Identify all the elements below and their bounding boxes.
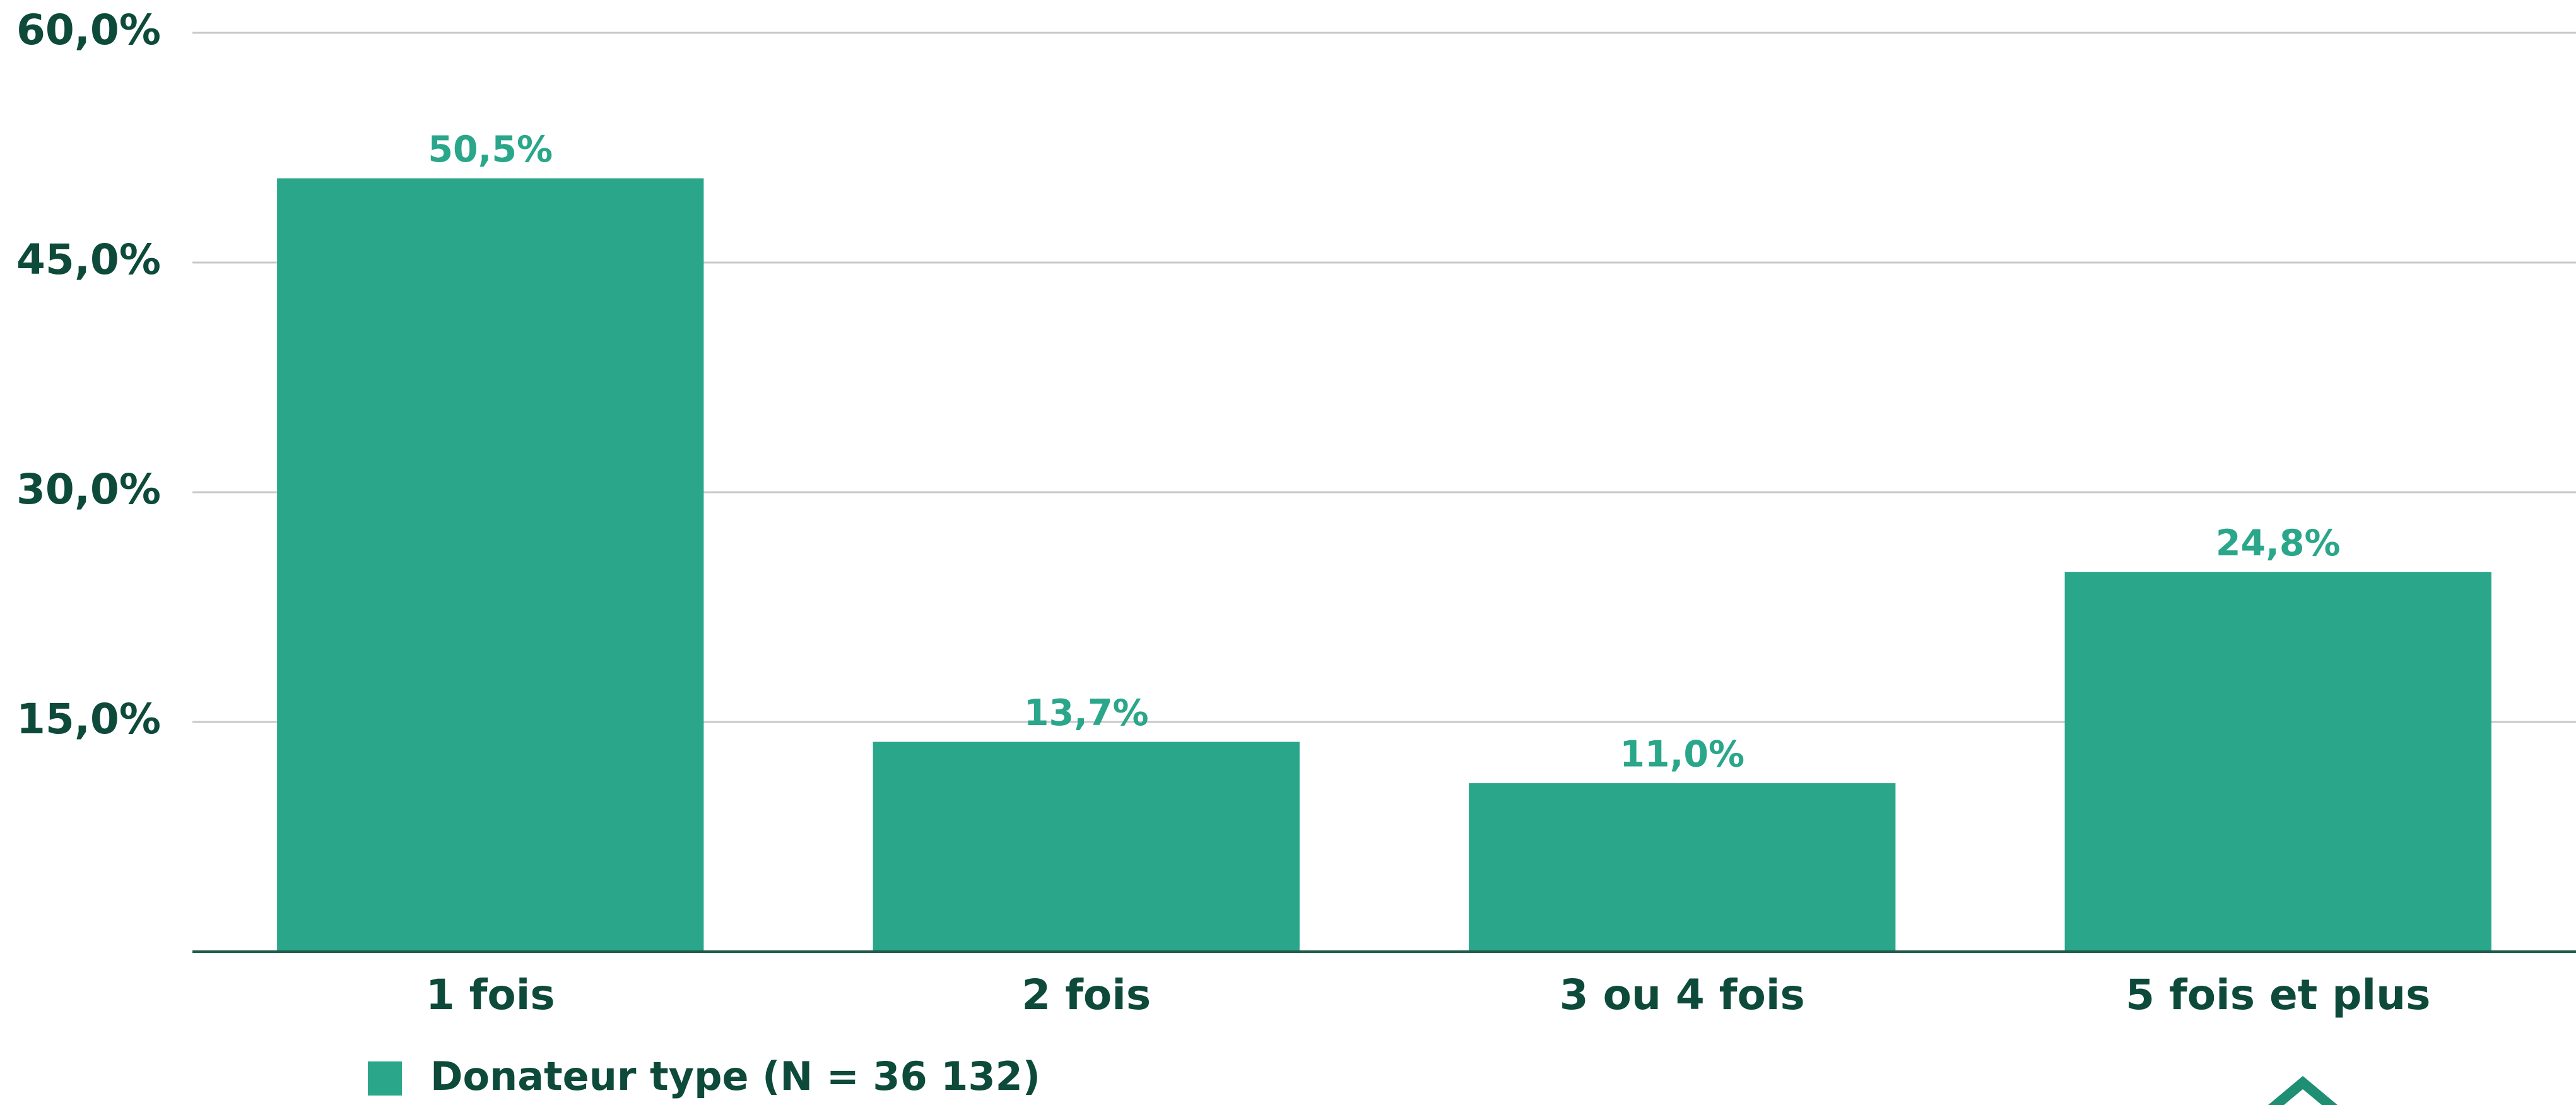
bar: [277, 178, 704, 952]
x-tick-label: 5 fois et plus: [2126, 971, 2430, 1019]
legend-swatch: [368, 1061, 402, 1096]
y-tick-label: 45,0%: [16, 235, 161, 284]
legend-label: Donateur type (N = 36 132): [430, 1053, 1040, 1099]
x-tick-label: 3 ou 4 fois: [1560, 971, 1805, 1019]
value-label: 11,0%: [1620, 734, 1744, 776]
y-tick-label: 15,0%: [16, 695, 161, 743]
logo: [2268, 1076, 2338, 1105]
value-label: 13,7%: [1024, 692, 1149, 734]
bar: [2064, 572, 2491, 952]
bar: [1469, 783, 1896, 952]
x-tick-label: 1 fois: [426, 971, 555, 1019]
x-tick-label: 2 fois: [1021, 971, 1151, 1019]
y-tick-label: 30,0%: [16, 465, 161, 514]
bar: [873, 742, 1300, 952]
value-label: 50,5%: [428, 129, 553, 170]
y-tick-label: 60,0%: [16, 6, 161, 54]
value-label: 24,8%: [2216, 523, 2341, 564]
